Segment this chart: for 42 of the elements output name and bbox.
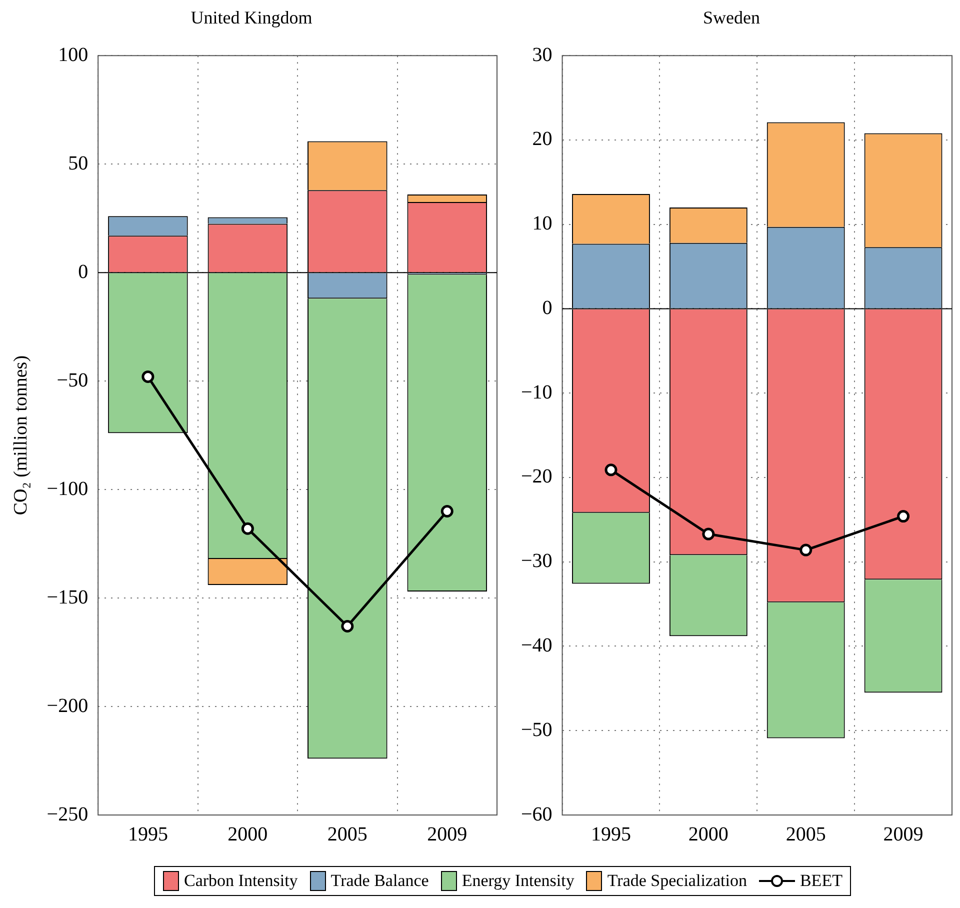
y-axis-title: CO₂ (million tonnes) xyxy=(10,355,32,516)
y-tick-label: −30 xyxy=(521,550,552,572)
x-tick-label: 2000 xyxy=(228,823,268,846)
point xyxy=(800,544,812,556)
y-tick-label: 100 xyxy=(58,44,88,66)
x-tick-label: 1995 xyxy=(590,823,631,846)
x-tick-label: 2000 xyxy=(688,823,728,846)
y-tick-label: 0 xyxy=(78,260,88,283)
y-tick-label: −200 xyxy=(46,694,88,717)
point xyxy=(241,522,254,535)
x-tick-label: 2005 xyxy=(786,823,826,846)
y-tick-label: −40 xyxy=(521,634,552,656)
y-tick-label: −50 xyxy=(521,718,552,741)
chart-title: Sweden xyxy=(703,8,760,28)
y-tick-label: −10 xyxy=(521,381,552,404)
legend-label: BEET xyxy=(800,871,842,891)
legend-label: Carbon Intensity xyxy=(184,871,298,891)
legend-label: Trade Specialization xyxy=(607,871,747,891)
legend-label: Energy Intensity xyxy=(462,871,574,891)
point xyxy=(897,510,910,523)
y-tick-label: 0 xyxy=(542,296,552,319)
y-tick-label: 30 xyxy=(532,44,552,66)
x-tick-label: 2009 xyxy=(883,823,924,846)
legend-label: Trade Balance xyxy=(330,871,429,891)
point xyxy=(604,464,618,476)
point xyxy=(702,528,715,540)
y-tick-label: 50 xyxy=(68,152,88,174)
y-tick-label: −250 xyxy=(46,803,88,826)
point xyxy=(341,620,354,632)
y-tick-label: −100 xyxy=(46,478,88,500)
x-tick-label: 2005 xyxy=(327,823,368,846)
point xyxy=(440,504,454,518)
y-tick-label: 20 xyxy=(532,128,552,150)
x-tick-label: 2009 xyxy=(427,823,468,846)
y-tick-label: −20 xyxy=(521,466,552,488)
y-tick-label: 10 xyxy=(532,212,552,235)
y-tick-label: −50 xyxy=(56,369,88,392)
point xyxy=(142,370,154,383)
y-tick-label: −150 xyxy=(46,586,88,608)
chart-title: United Kingdom xyxy=(190,8,312,28)
x-tick-label: 1995 xyxy=(128,823,168,846)
y-tick-label: −60 xyxy=(521,803,552,826)
